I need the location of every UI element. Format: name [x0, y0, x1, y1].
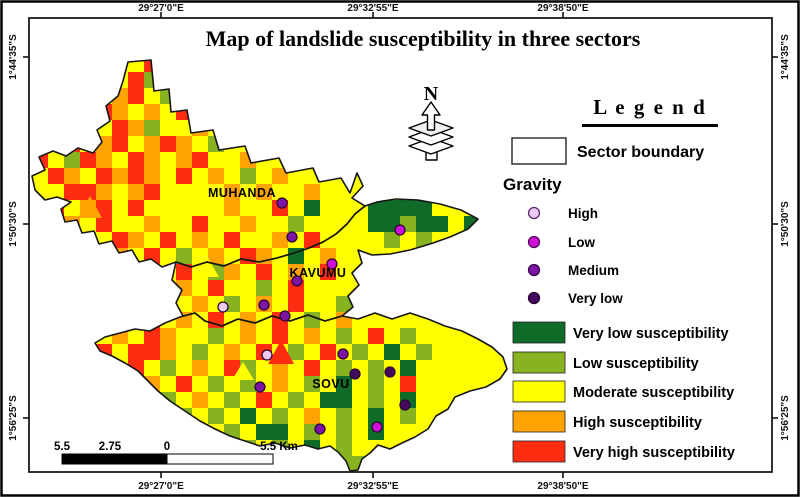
gravity-point-high — [261, 349, 273, 361]
gravity-point-very_low — [349, 368, 361, 380]
legend-gravity-item: Low — [527, 235, 595, 250]
susceptibility-low-label: Low susceptibility — [573, 356, 699, 372]
north-arrow-layer-3 — [408, 137, 454, 155]
latitude-label-right-1: 1°44'35"S — [780, 34, 791, 80]
sector-boundaries — [31, 59, 508, 472]
longitude-label-top-2: 29°32'55"E — [347, 3, 398, 14]
latitude-label-right-2: 1°50'30"S — [780, 201, 791, 247]
graticule-ticks — [23, 12, 778, 478]
scalebar-black-segment — [61, 453, 168, 465]
legend-susceptibility-item: Very high susceptibility — [512, 440, 735, 463]
gravity-point-medium — [254, 381, 266, 393]
susceptibility-moderate-label: Moderate susceptibility — [573, 385, 734, 401]
legend-label-sector-boundary: Sector boundary — [577, 144, 704, 161]
scalebar-label-half: 2.75 — [99, 441, 122, 453]
surface-triangles — [78, 196, 294, 380]
gravity-high-label: High — [568, 206, 598, 221]
gravity-point-medium — [286, 231, 298, 243]
gravity-point-medium — [291, 275, 303, 287]
gravity-low-label: Low — [568, 235, 595, 250]
scalebar-label-right: 5.5 Km — [260, 441, 298, 453]
gravity-point-medium — [337, 348, 349, 360]
susceptibility-very-high-swatch — [512, 440, 566, 463]
latitude-label-left-1: 1°44'35"S — [8, 34, 19, 80]
longitude-label-top-3: 29°38'50"E — [537, 3, 588, 14]
gravity-point-low — [326, 258, 338, 270]
susceptibility-high-swatch — [512, 410, 566, 433]
scalebar-white-segment — [166, 453, 274, 465]
gravity-point-very_low — [384, 366, 396, 378]
legend-title: L e g e n d — [593, 95, 707, 119]
north-arrow-layer-2 — [408, 128, 454, 146]
gravity-medium-label: Medium — [568, 263, 619, 278]
susceptibility-low-swatch — [512, 351, 566, 374]
gravity-point-low — [394, 224, 406, 236]
scalebar: 5.5 2.75 0 5.5 Km — [54, 441, 298, 465]
sector-label-muhanda: MUHANDA — [208, 186, 276, 200]
gravity-point-medium — [258, 299, 270, 311]
legend-swatch-sector-boundary — [511, 137, 567, 165]
legend-gravity-heading: Gravity — [503, 175, 562, 194]
gravity-very-low-label: Very low — [568, 291, 623, 306]
gravity-point-medium — [314, 423, 326, 435]
gravity-medium-marker — [527, 263, 541, 277]
gravity-point-medium — [276, 197, 288, 209]
legend-susceptibility-item: Very low susceptibility — [512, 321, 729, 344]
susceptibility-high-label: High susceptibility — [573, 415, 702, 431]
susceptibility-very-low-swatch — [512, 321, 566, 344]
latitude-label-right-3: 1°56'25"S — [780, 395, 791, 441]
map-title: Map of landslide susceptibility in three… — [206, 26, 641, 51]
legend-gravity-item: High — [527, 206, 598, 221]
gravity-high-marker — [527, 206, 541, 220]
gravity-low-marker — [527, 235, 541, 249]
legend-susceptibility-item: High susceptibility — [512, 410, 702, 433]
north-arrow: N — [408, 83, 454, 161]
scalebar-label-zero: 0 — [164, 441, 170, 453]
legend-gravity-item: Medium — [527, 263, 619, 278]
gravity-points — [217, 197, 411, 435]
gravity-point-low — [371, 421, 383, 433]
susceptibility-very-low-label: Very low susceptibility — [573, 326, 729, 342]
north-n-label: N — [424, 83, 439, 105]
gravity-very-low-marker — [527, 291, 541, 305]
latitude-label-left-2: 1°50'30"S — [8, 201, 19, 247]
latitude-label-left-3: 1°56'25"S — [8, 395, 19, 441]
susceptibility-very-high-label: Very high susceptibility — [573, 445, 735, 461]
legend-susceptibility-item: Low susceptibility — [512, 351, 699, 374]
scalebar-label-left: 5.5 — [54, 441, 71, 453]
gravity-point-very_low — [399, 399, 411, 411]
north-arrow-arrow — [421, 101, 441, 131]
longitude-label-bottom-1: 29°27'0"E — [138, 481, 184, 492]
susceptibility-moderate-swatch — [512, 380, 566, 403]
sector-boundary-sovu — [94, 312, 508, 472]
longitude-label-bottom-3: 29°38'50"E — [537, 481, 588, 492]
legend-title-underline — [582, 124, 718, 127]
legend: L e g e n d Sector boundary Gravity High… — [503, 95, 735, 463]
longitude-label-top-1: 29°27'0"E — [138, 3, 184, 14]
gravity-point-medium — [279, 310, 291, 322]
longitude-label-bottom-2: 29°32'55"E — [347, 481, 398, 492]
legend-susceptibility-item: Moderate susceptibility — [512, 380, 734, 403]
legend-gravity-item: Very low — [527, 291, 623, 306]
sector-label-sovu: SOVU — [312, 377, 349, 391]
gravity-point-high — [217, 301, 229, 313]
